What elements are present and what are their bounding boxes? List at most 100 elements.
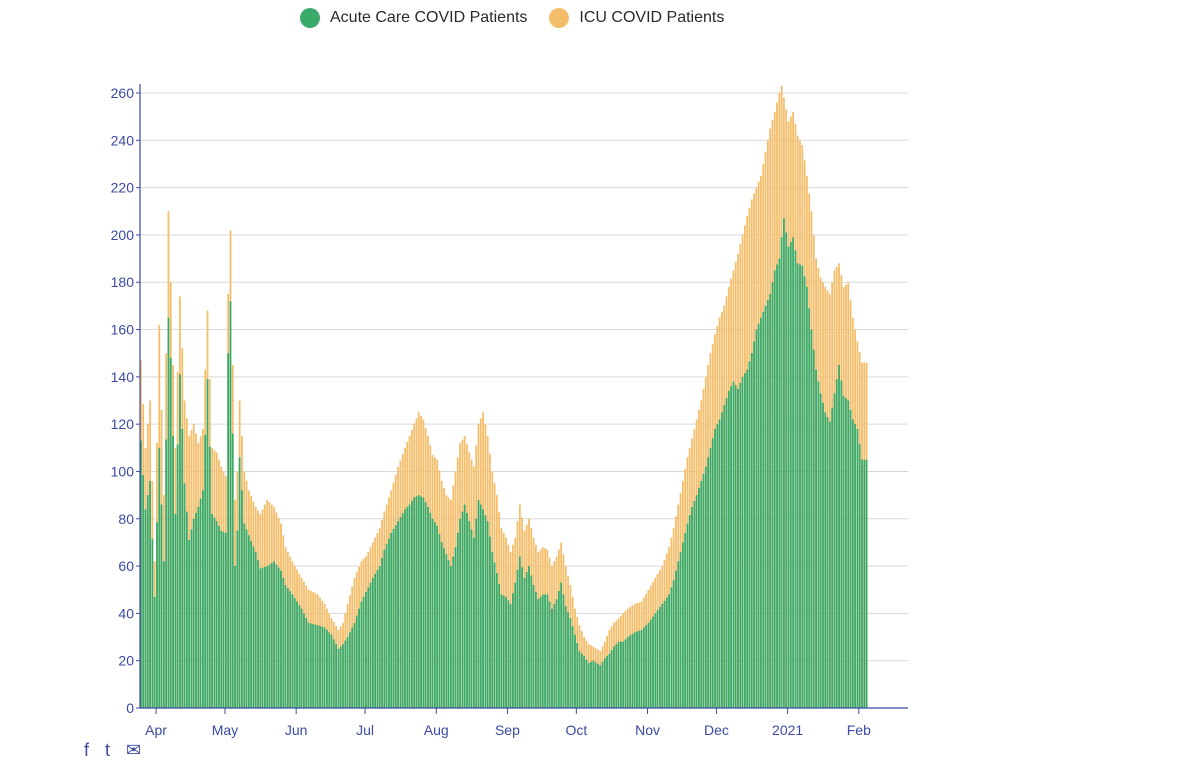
acute-bar <box>794 250 797 708</box>
acute-bar <box>500 594 503 708</box>
acute-bar <box>546 594 549 708</box>
acute-bar <box>541 594 544 708</box>
x-tick-label: Nov <box>635 722 660 738</box>
acute-bar <box>309 623 312 708</box>
acute-bar <box>410 501 413 708</box>
acute-bar <box>422 497 425 708</box>
acute-bar <box>714 428 716 708</box>
acute-bar <box>576 642 579 708</box>
acute-bar <box>810 329 813 708</box>
acute-bar <box>404 509 406 708</box>
acute-bar <box>374 573 377 708</box>
acute-bar <box>452 556 455 708</box>
legend-item-acute[interactable]: Acute Care COVID Patients <box>300 8 527 28</box>
acute-bar <box>229 301 232 708</box>
acute-bar <box>670 587 673 708</box>
acute-bar <box>489 536 491 708</box>
acute-bar <box>236 530 239 708</box>
acute-bar <box>261 567 264 708</box>
acute-bar <box>190 529 193 708</box>
y-tick-label: 100 <box>111 463 135 479</box>
acute-bar <box>732 381 735 708</box>
acute-bar <box>766 299 769 708</box>
acute-bar <box>560 582 563 708</box>
acute-bar <box>195 512 197 708</box>
acute-bar <box>544 594 546 708</box>
acute-bar <box>445 554 448 708</box>
acute-bar <box>286 588 289 708</box>
acute-bar <box>771 282 774 708</box>
acute-bar <box>858 444 861 708</box>
acute-bar <box>144 509 147 708</box>
acute-bar <box>785 232 788 709</box>
acute-bar <box>176 444 179 708</box>
acute-bar <box>197 506 200 708</box>
email-icon[interactable]: ✉ <box>126 740 142 760</box>
acute-bar <box>314 624 317 708</box>
acute-bar <box>615 644 618 708</box>
acute-bar <box>624 639 627 708</box>
acute-bar <box>741 376 744 708</box>
x-tick-label: Dec <box>704 722 729 738</box>
acute-bar <box>672 580 675 708</box>
acute-bar <box>553 603 556 708</box>
acute-bar <box>564 606 567 708</box>
acute-bar <box>590 661 592 708</box>
acute-bar <box>819 393 822 708</box>
y-tick-label: 0 <box>126 700 134 716</box>
acute-bar <box>505 596 507 708</box>
acute-bar <box>702 473 705 708</box>
acute-bar <box>151 538 154 708</box>
acute-bar <box>597 663 599 708</box>
acute-bar <box>636 631 638 708</box>
legend-label-icu: ICU COVID Patients <box>579 9 725 26</box>
acute-bar <box>493 562 496 708</box>
acute-bar <box>222 531 225 708</box>
twitter-icon[interactable]: t <box>105 740 111 760</box>
acute-bar <box>518 556 521 708</box>
acute-bar <box>169 357 172 708</box>
acute-bar <box>773 270 776 708</box>
acute-bar <box>282 577 285 708</box>
acute-bar <box>312 624 315 708</box>
acute-bar <box>211 514 213 708</box>
y-tick-label: 180 <box>111 274 135 290</box>
acute-bar <box>739 382 742 708</box>
acute-bar <box>376 570 379 708</box>
acute-bar <box>727 391 730 708</box>
acute-bar <box>757 323 760 708</box>
acute-bar <box>599 665 602 708</box>
acute-bar <box>142 475 145 708</box>
acute-bar <box>656 610 659 708</box>
acute-bar <box>475 518 478 708</box>
acute-bar <box>181 428 184 708</box>
acute-bar <box>539 596 542 708</box>
acute-bar <box>748 361 751 708</box>
acute-bar <box>259 568 262 708</box>
facebook-icon[interactable]: f <box>84 740 90 760</box>
legend-item-icu[interactable]: ICU COVID Patients <box>549 8 724 28</box>
x-tick-label: May <box>212 722 238 738</box>
acute-bar <box>355 615 358 708</box>
acute-bar <box>737 388 739 708</box>
acute-bar <box>266 566 269 708</box>
acute-bar <box>718 419 721 708</box>
acute-bar <box>654 613 657 708</box>
acute-bar <box>704 466 707 708</box>
acute-bar <box>594 662 597 708</box>
acute-bar <box>447 560 450 708</box>
acute-bar <box>378 566 381 708</box>
acute-bar <box>330 634 333 708</box>
acute-bar <box>392 529 395 708</box>
chart-legend: Acute Care COVID Patients ICU COVID Pati… <box>300 4 724 32</box>
acute-bar <box>165 439 168 708</box>
acute-bar <box>367 587 370 708</box>
acute-bar <box>831 407 834 708</box>
acute-bar <box>303 613 305 708</box>
acute-bar <box>424 502 427 708</box>
acute-bar <box>734 385 737 708</box>
acute-bar <box>512 593 514 708</box>
acute-bar <box>592 660 595 708</box>
acute-bar <box>257 560 259 708</box>
acute-bar <box>684 532 687 708</box>
